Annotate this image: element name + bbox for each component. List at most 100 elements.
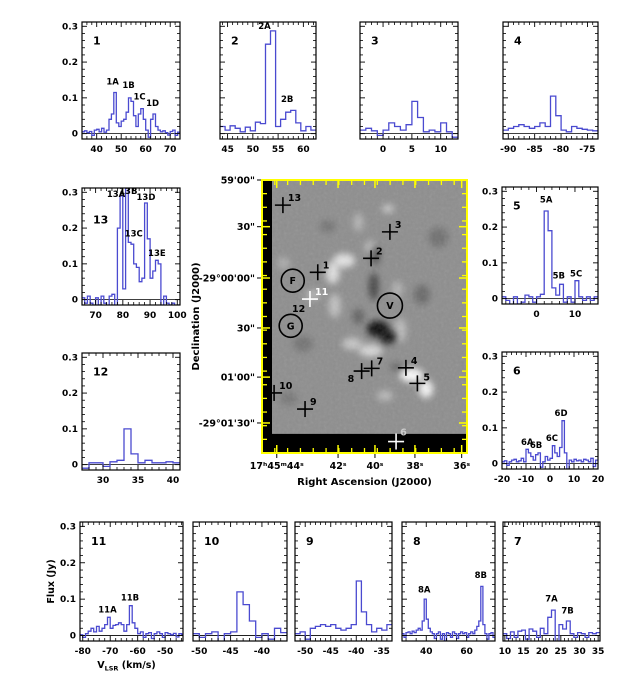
x-tick-label: -70: [102, 647, 118, 657]
plot-frame: [502, 521, 601, 642]
peak-label-1D: 1D: [146, 99, 159, 109]
x-tick-label: 50: [247, 145, 260, 155]
y-tick-label: 0.2: [60, 559, 76, 569]
region-circle-G: G: [278, 313, 303, 339]
x-tick-label: -40: [254, 647, 270, 657]
spectrum-panel-3: 0 5 10 3: [324, 14, 470, 171]
spectrum-plot-8: 40 60 8 8A 8B: [401, 521, 496, 657]
spectrum-panel-5: 0 10 0 0.1 0.2 0.3 5 5A 5B 5C: [466, 179, 610, 336]
y-tick-label: 0.2: [482, 223, 498, 233]
y-tick-label: 0.3: [482, 187, 498, 197]
source-label-5: 5: [423, 372, 430, 383]
x-tick-label: 35: [132, 476, 145, 486]
histogram-line: [80, 605, 183, 640]
spectrum-panel-13: 70 80 90 100 0 0.1 0.2 0.3 13 13A 13B 13C 13D 13E: [46, 180, 192, 337]
x-tick-label: 55: [272, 145, 285, 155]
x-tick-label: -60: [130, 647, 146, 657]
y-tick-label: 0: [492, 295, 498, 305]
spectrum-plot-11: -80 -70 -60 -50 0 0.1 0.2 0.3 11 11A 11B Flux (Jy) V…: [46, 521, 184, 673]
histogram-line: [82, 91, 180, 138]
panel-number: 13: [93, 214, 108, 227]
x-tick-label: -80: [553, 145, 569, 155]
plot-frame: [401, 521, 496, 642]
dec-tick-label: 30": [237, 222, 255, 233]
source-label-6: 6: [400, 428, 407, 439]
peak-label-7A: 7A: [545, 595, 558, 605]
x-tick-label: 20: [536, 647, 549, 657]
peak-label-1B: 1B: [122, 81, 134, 91]
source-marker-8: 8: [348, 363, 370, 385]
spectrum-panel-8: 40 60 8 8A 8B: [366, 514, 507, 673]
plot-frame: [294, 521, 393, 642]
source-marker-10: 10: [266, 381, 293, 401]
x-tick-label: -75: [579, 145, 595, 155]
source-label-4: 4: [411, 356, 418, 367]
spectrum-plot-10: -50 -45 -40 10: [191, 521, 288, 657]
x-tick-label: -20: [494, 475, 510, 485]
source-marker-9: 9: [297, 397, 317, 418]
region-label-V: V: [386, 301, 394, 312]
source-marker-13: 13: [274, 193, 301, 214]
histogram-line: [82, 428, 180, 469]
x-tick-label: 40: [420, 647, 433, 657]
x-tick-label: -45: [323, 647, 339, 657]
peak-label-5C: 5C: [570, 269, 582, 279]
peak-label-6C: 6C: [546, 434, 558, 444]
peak-label-1C: 1C: [133, 92, 145, 102]
dec-tick-label: 01'00": [221, 373, 255, 384]
panel-number: 5: [513, 200, 521, 213]
peak-label-13E: 13E: [148, 249, 166, 259]
x-tick-label: 10: [569, 310, 582, 320]
region-circle-F: F: [280, 268, 306, 294]
y-tick-label: 0: [72, 130, 78, 140]
y-tick-label: 0.3: [62, 22, 78, 32]
region-label-G: G: [287, 321, 295, 332]
peak-label-6B: 6B: [530, 441, 542, 451]
dec-tick-label: -29°00'00": [199, 274, 255, 285]
x-tick-label: 60: [460, 647, 473, 657]
spectrum-panel-12: 30 35 40 0 0.1 0.2 0.3 12: [46, 345, 192, 502]
peak-label-13B: 13B: [119, 187, 137, 197]
source-label-9: 9: [310, 397, 317, 408]
ra-tick-label: 36ˢ: [453, 461, 470, 472]
spectrum-panel-7: 10 15 20 25 30 35 7 7A 7B: [467, 514, 612, 673]
dec-tick-label: -29°01'30": [199, 418, 255, 429]
x-tick-label: -50: [157, 647, 173, 657]
x-tick-label: 70: [164, 145, 177, 155]
flux-axis-label: Flux (Jy): [46, 559, 57, 603]
x-tick-label: 80: [117, 311, 130, 321]
panel-number: 2: [231, 35, 239, 48]
x-tick-label: 10: [499, 647, 512, 657]
ra-tick-label: 38ˢ: [407, 461, 424, 472]
peak-label-5B: 5B: [553, 272, 565, 282]
spectrum-plot-3: 0 5 10 3: [359, 21, 459, 155]
x-tick-label: -90: [500, 145, 516, 155]
region-label-F: F: [290, 276, 297, 287]
source-label-13: 13: [288, 193, 301, 204]
histogram-line: [220, 30, 316, 133]
x-tick-label: 5: [409, 145, 415, 155]
spectrum-plot-2: 45 50 55 60 2 2A 2B: [219, 21, 317, 155]
region-circle-V: V: [376, 292, 404, 319]
source-marker-3: 3: [381, 220, 402, 240]
panel-number: 9: [306, 535, 314, 548]
source-marker-6: 6: [388, 428, 407, 450]
x-tick-label: 35: [592, 647, 605, 657]
histogram-line: [360, 100, 458, 138]
spectrum-plot-4: -90 -85 -80 -75 4: [500, 21, 599, 155]
plot-frame: [359, 21, 459, 140]
y-tick-label: 0: [70, 632, 76, 642]
panel-number: 6: [513, 365, 521, 378]
panel-number: 11: [91, 535, 106, 548]
histogram-line: [502, 210, 598, 304]
x-tick-label: 90: [144, 311, 157, 321]
y-tick-label: 0: [492, 460, 498, 470]
histogram-line: [193, 591, 287, 641]
y-tick-label: 0.1: [482, 259, 498, 269]
peak-label-6A: 6A: [521, 438, 534, 448]
x-tick-label: 30: [97, 476, 110, 486]
spectrum-panel-10: -50 -45 -40 10: [157, 514, 299, 673]
peak-label-13C: 13C: [125, 229, 143, 239]
